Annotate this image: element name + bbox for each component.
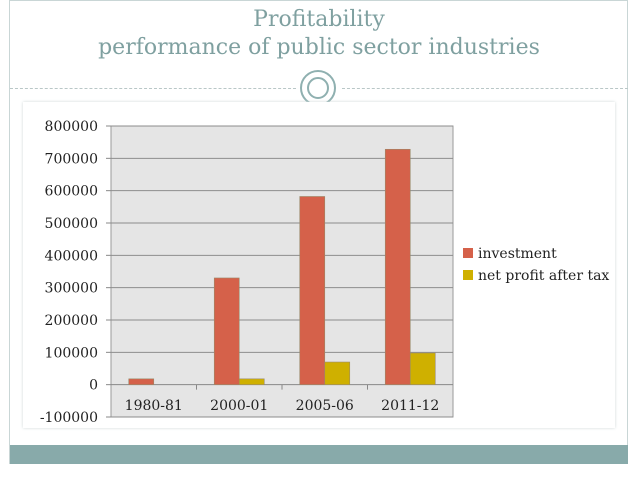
x-tick-label: 2011-12 bbox=[381, 398, 439, 414]
y-tick-label: 500000 bbox=[45, 216, 98, 232]
axis-labels: -100000 0 100000 200000 300000 400000 500000 60… bbox=[40, 119, 440, 426]
legend-swatch bbox=[463, 270, 473, 280]
x-tick-label: 2000-01 bbox=[210, 398, 268, 414]
title-line-1: Profitability bbox=[253, 7, 385, 32]
bars bbox=[128, 148, 436, 385]
legend-label: net profit after tax bbox=[478, 268, 609, 284]
y-tick-label: 0 bbox=[89, 378, 98, 394]
bar-net-profit-after-tax-2005-06 bbox=[324, 361, 351, 385]
bar-investment-2011-12 bbox=[384, 148, 411, 385]
y-tick-label: 700000 bbox=[45, 151, 98, 167]
bar-investment-1980-81 bbox=[128, 378, 155, 385]
y-tick-label: 600000 bbox=[45, 184, 98, 200]
y-tick-label: 300000 bbox=[45, 281, 98, 297]
legend: investment net profit after tax bbox=[463, 246, 609, 284]
x-tick-label: 1980-81 bbox=[125, 398, 183, 414]
legend-label: investment bbox=[478, 246, 557, 262]
legend-swatch bbox=[463, 248, 473, 258]
y-tick-label: 800000 bbox=[45, 119, 98, 135]
title-divider-right bbox=[342, 88, 628, 89]
title-line-2: performance of public sector industries bbox=[98, 35, 540, 60]
footer-bar bbox=[10, 445, 628, 464]
circle-ornament-inner bbox=[307, 77, 329, 99]
y-tick-label: 400000 bbox=[45, 248, 98, 264]
bar-net-profit-after-tax-2000-01 bbox=[238, 378, 265, 385]
y-tick-label: -100000 bbox=[40, 410, 98, 426]
title-divider-left bbox=[10, 88, 296, 89]
y-tick-label: 200000 bbox=[45, 313, 98, 329]
x-tick-label: 2005-06 bbox=[296, 398, 354, 414]
slide-title: Profitability performance of public sect… bbox=[0, 6, 638, 62]
y-tick-label: 100000 bbox=[45, 345, 98, 361]
bar-investment-2005-06 bbox=[299, 196, 326, 385]
bar-net-profit-after-tax-2011-12 bbox=[409, 352, 436, 385]
bar-investment-2000-01 bbox=[213, 277, 240, 385]
